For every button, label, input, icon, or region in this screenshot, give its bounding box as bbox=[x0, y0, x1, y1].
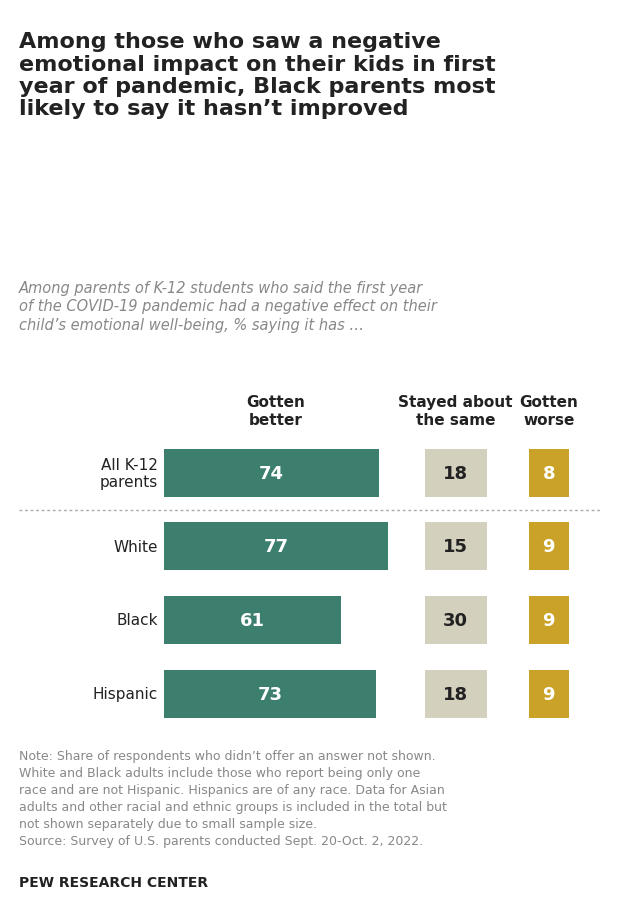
Text: Black: Black bbox=[117, 613, 158, 628]
FancyBboxPatch shape bbox=[164, 523, 388, 571]
Text: White: White bbox=[113, 539, 158, 554]
FancyBboxPatch shape bbox=[425, 670, 487, 718]
FancyBboxPatch shape bbox=[529, 449, 569, 497]
Text: Hispanic: Hispanic bbox=[93, 686, 158, 701]
Text: Among parents of K-12 students who said the first year
of the COVID-19 pandemic : Among parents of K-12 students who said … bbox=[19, 280, 436, 333]
FancyBboxPatch shape bbox=[425, 523, 487, 571]
Text: Among those who saw a negative
emotional impact on their kids in first
year of p: Among those who saw a negative emotional… bbox=[19, 32, 495, 119]
FancyBboxPatch shape bbox=[164, 670, 376, 718]
Text: 9: 9 bbox=[542, 685, 555, 703]
Text: 18: 18 bbox=[443, 464, 468, 482]
Text: 77: 77 bbox=[264, 538, 288, 556]
Text: 61: 61 bbox=[240, 611, 265, 630]
FancyBboxPatch shape bbox=[425, 449, 487, 497]
Text: Note: Share of respondents who didn’t offer an answer not shown.
White and Black: Note: Share of respondents who didn’t of… bbox=[19, 749, 446, 847]
Text: 8: 8 bbox=[542, 464, 555, 482]
Text: 18: 18 bbox=[443, 685, 468, 703]
Text: PEW RESEARCH CENTER: PEW RESEARCH CENTER bbox=[19, 875, 208, 889]
Text: 74: 74 bbox=[259, 464, 284, 482]
Text: 9: 9 bbox=[542, 538, 555, 556]
Text: 9: 9 bbox=[542, 611, 555, 630]
Text: 15: 15 bbox=[443, 538, 468, 556]
FancyBboxPatch shape bbox=[164, 449, 379, 497]
Text: Gotten
worse: Gotten worse bbox=[520, 395, 578, 427]
Text: 30: 30 bbox=[443, 611, 468, 630]
Text: All K-12
parents: All K-12 parents bbox=[100, 457, 158, 490]
Text: Gotten
better: Gotten better bbox=[247, 395, 305, 427]
FancyBboxPatch shape bbox=[425, 596, 487, 644]
FancyBboxPatch shape bbox=[529, 670, 569, 718]
FancyBboxPatch shape bbox=[164, 596, 341, 644]
Text: 73: 73 bbox=[257, 685, 283, 703]
FancyBboxPatch shape bbox=[529, 523, 569, 571]
FancyBboxPatch shape bbox=[529, 596, 569, 644]
Text: Stayed about
the same: Stayed about the same bbox=[399, 395, 513, 427]
